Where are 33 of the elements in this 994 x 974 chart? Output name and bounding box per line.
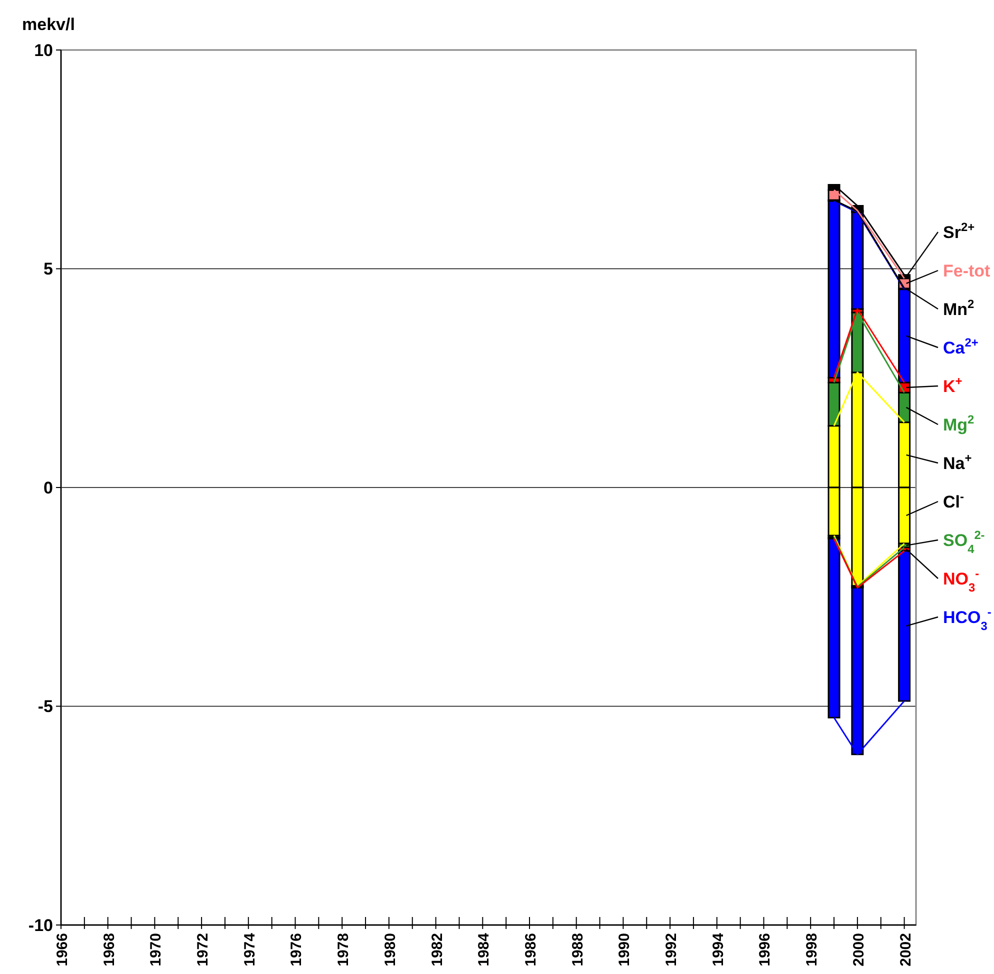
x-tick-label: 1976 (288, 933, 306, 966)
x-tick-label: 1972 (194, 933, 212, 966)
x-tick-label: 2000 (850, 933, 868, 966)
y-tick-label: 5 (44, 260, 53, 279)
legend-label: Cl$^{-}$ (943, 490, 964, 512)
x-tick-label: 2002 (897, 933, 914, 966)
y-tick-label: 0 (44, 478, 53, 498)
x-tick-label: 1974 (241, 932, 258, 966)
x-tick-label: 1978 (335, 933, 352, 966)
x-tick-label: 1996 (756, 933, 774, 966)
x-tick-label: 1984 (476, 932, 493, 966)
x-tick-label: 1966 (54, 933, 71, 966)
x-tick-label: 1980 (382, 933, 399, 966)
x-tick-label: 1968 (100, 933, 118, 966)
x-tick-label: 1986 (522, 933, 540, 966)
legend-label: Ca$^{2+}$ (943, 336, 978, 358)
y-axis-title: mekv/l (22, 15, 75, 34)
y-tick-label: -5 (38, 697, 53, 716)
x-tick-label: 1998 (804, 933, 821, 966)
legend-label: Fe-tot (943, 262, 991, 280)
x-tick-label: 1982 (428, 933, 446, 966)
y-tick-label: -10 (28, 916, 53, 935)
legend-label: Na$^{+}$ (943, 451, 972, 473)
y-tick-label: 10 (34, 40, 53, 60)
x-tick-label: 1970 (148, 933, 165, 966)
legend-label: K$^{+}$ (943, 374, 962, 396)
text: Sr$^{2+}$ (943, 220, 975, 242)
x-tick-label: 1994 (710, 932, 727, 966)
x-tick-label: 1988 (569, 933, 586, 966)
x-tick-label: 1992 (663, 933, 680, 966)
legend-label: Mg$^{2}$ (943, 412, 975, 434)
legend-label: Mn$^{2}$ (943, 297, 975, 319)
x-tick-label: 1990 (616, 933, 634, 966)
